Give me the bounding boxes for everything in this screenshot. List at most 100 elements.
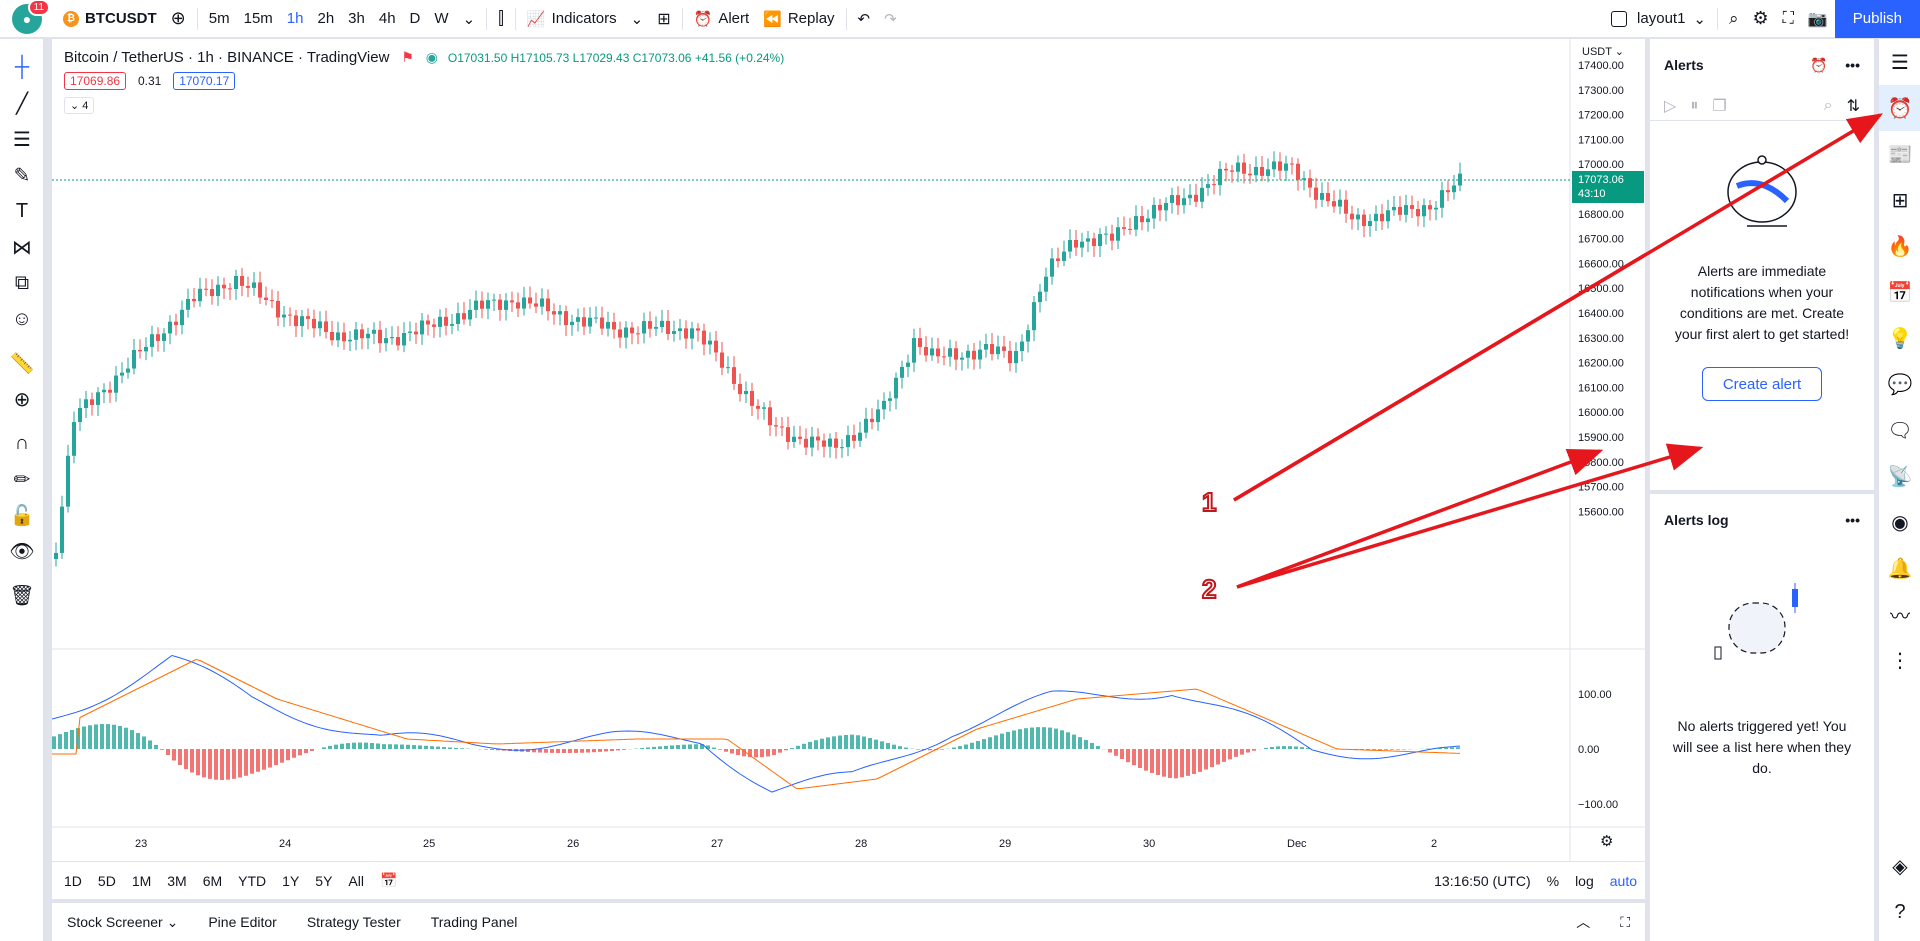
interval-w[interactable]: W [434,10,449,27]
chart-area[interactable]: 17400.00 17300.00 17200.00 17100.00 17000.00… [52,39,1645,861]
chats-button[interactable]: 💬 [1879,361,1920,407]
dom-button[interactable]: ⋮ [1879,637,1920,683]
indicators-collapse-toggle[interactable]: ⌄ 4 [64,97,95,114]
copy-icon[interactable]: ❐ [1712,97,1727,115]
interval-dropdown[interactable]: ⌄ [456,0,483,38]
help-button[interactable]: ? [1879,889,1920,935]
stay-drawing-tool[interactable]: ✏ [0,461,44,497]
redo-button[interactable]: ↷ [877,0,904,38]
chart-canvas[interactable]: 17400.00 17300.00 17200.00 17100.00 17000.00… [52,39,1645,861]
layers-button[interactable]: ◈ [1879,843,1920,889]
range-3m[interactable]: 3M [167,872,187,889]
tab-stock-screener[interactable]: Stock Screener ⌄ [52,914,193,931]
ideas-button[interactable]: 💡 [1879,315,1920,361]
crosshair-tool[interactable]: ┼ [0,49,44,85]
compare-symbol-button[interactable]: ⊕ [164,0,193,38]
undo-button[interactable]: ↶ [851,0,878,38]
indicators-dropdown[interactable]: ⌄ [624,0,651,38]
fib-tool[interactable]: ☰ [0,121,44,157]
range-1y[interactable]: 1Y [282,872,300,889]
snapshot-button[interactable]: 📷 [1801,0,1835,38]
magnet-tool[interactable]: ∩ [0,425,44,461]
macd-histogram-bar [490,749,494,750]
interval-1h[interactable]: 1h [286,10,304,27]
range-ytd[interactable]: YTD [238,872,267,889]
interval-15m[interactable]: 15m [243,10,273,27]
templates-button[interactable]: ⊞ [650,0,677,38]
tab-trading-panel[interactable]: Trading Panel [430,914,518,930]
measure-tool[interactable]: 📏 [0,345,44,381]
prediction-tool[interactable]: ⧉ [0,265,44,301]
publish-button[interactable]: Publish [1834,0,1920,38]
indicators-button[interactable]: 📈 Indicators [520,0,624,38]
more-options-icon[interactable]: ••• [1845,512,1860,528]
range-1d[interactable]: 1D [64,872,82,889]
pause-icon[interactable]: ⏸ [1690,96,1699,114]
candle-body [714,340,718,353]
create-alert-button[interactable]: Create alert [1702,367,1822,401]
trading-button[interactable]: 〰 [1879,591,1920,637]
tab-pine-editor[interactable]: Pine Editor [208,914,277,930]
trendline-tool[interactable]: ╱ [0,85,44,121]
search-icon[interactable]: ⌕ [1823,96,1833,114]
more-options-icon[interactable]: ••• [1845,56,1860,73]
layout-button[interactable]: layout1 ⌄ [1604,0,1713,38]
log-toggle[interactable]: log [1575,872,1594,889]
collapse-panel-button[interactable]: ︿ [1561,912,1605,932]
sort-icon[interactable]: ⇅ [1846,97,1860,115]
calendar-button[interactable]: 📅 [1879,269,1920,315]
pattern-tool[interactable]: ⋈ [0,229,44,265]
alerts-button[interactable]: ⏰ [1879,85,1920,131]
search-button[interactable]: ⌕ [1722,0,1746,38]
sell-price[interactable]: 17069.86 [64,72,127,90]
fullscreen-button[interactable]: ⛶ [1776,0,1801,38]
streams-button[interactable]: 📡 [1879,453,1920,499]
alarm-clock-icon: ⏰ [693,10,713,28]
replay-button[interactable]: ⏪ Replay [756,0,841,38]
symbol-description[interactable]: Bitcoin / TetherUS · 1h · BINANCE · Trad… [64,49,390,66]
brush-tool[interactable]: ✎ [0,157,44,193]
interval-5m[interactable]: 5m [208,10,230,27]
add-alert-icon[interactable]: ⏰ [1809,56,1828,73]
range-1m[interactable]: 1M [131,872,152,889]
live-icon: ◉ [1891,511,1909,534]
currency-selector[interactable]: USDT ⌄ [1582,46,1625,58]
interval-4h[interactable]: 4h [378,10,396,27]
interval-d[interactable]: D [409,10,421,27]
interval-2h[interactable]: 2h [317,10,335,27]
interval-3h[interactable]: 3h [348,10,365,27]
notifications-button[interactable]: 🔔 [1879,545,1920,591]
symbol-search-button[interactable]: ₿ BTCUSDT [56,0,164,38]
text-tool[interactable]: T [0,193,44,229]
candle-body [168,321,172,334]
news-button[interactable]: 📰 [1879,131,1920,177]
utc-clock[interactable]: 13:16:50 (UTC) [1434,872,1531,889]
maximize-panel-button[interactable]: ⛶ [1605,914,1645,931]
data-window-button[interactable]: ⊞ [1879,177,1920,223]
range-5y[interactable]: 5Y [315,872,333,889]
user-avatar[interactable]: ● 11 [12,0,50,34]
go-to-date-button[interactable]: 📅 [372,872,405,889]
macd-histogram-bar [622,749,626,750]
hide-drawings-tool[interactable]: 👁 [0,533,44,569]
auto-toggle[interactable]: auto [1609,872,1637,889]
watchlist-button[interactable]: ☰ [1879,39,1920,85]
remove-drawings-tool[interactable]: 🗑 [0,577,44,613]
emoji-tool[interactable]: ☺ [0,301,44,337]
time-axis-settings[interactable]: ⚙ [1600,832,1613,850]
tab-strategy-tester[interactable]: Strategy Tester [306,914,401,930]
range-all[interactable]: All [348,872,364,889]
range-6m[interactable]: 6M [202,872,223,889]
chart-type-button[interactable]: ⫿ [491,0,511,38]
buy-price[interactable]: 17070.17 [173,72,236,90]
lock-drawings-tool[interactable]: 🔓 [0,497,44,533]
alert-button[interactable]: ⏰ Alert [687,0,757,38]
live-streams-button[interactable]: ◉ [1879,499,1920,545]
zoom-tool[interactable]: ⊕ [0,381,44,417]
hotlists-button[interactable]: 🔥 [1879,223,1920,269]
public-chats-button[interactable]: 🗨 [1879,407,1920,453]
range-5d[interactable]: 5D [97,872,116,889]
settings-button[interactable]: ⚙ [1746,0,1776,38]
percent-toggle[interactable]: % [1546,872,1560,889]
play-icon[interactable]: ▷ [1664,97,1677,115]
